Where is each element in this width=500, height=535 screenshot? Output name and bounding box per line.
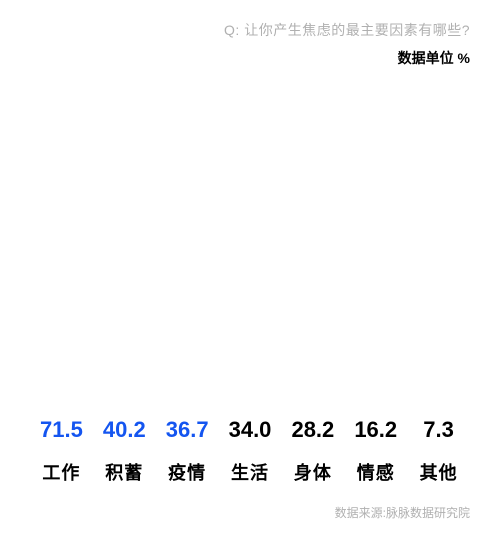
bars-area: 71.540.236.734.028.216.27.3 (30, 25, 470, 447)
bar-value-label: 7.3 (407, 417, 470, 447)
bar-value-label: 34.0 (219, 417, 282, 447)
category-label: 情感 (344, 459, 407, 485)
category-axis: 工作积蓄疫情生活身体情感其他 (30, 459, 470, 485)
category-label: 生活 (219, 459, 282, 485)
anxiety-factors-chart: Q: 让你产生焦虑的最主要因素有哪些? 数据单位 % 71.540.236.73… (0, 0, 500, 535)
category-label: 积蓄 (93, 459, 156, 485)
category-label: 其他 (407, 459, 470, 485)
bar-value-label: 40.2 (93, 417, 156, 447)
category-label: 疫情 (156, 459, 219, 485)
bar-value-label: 71.5 (30, 417, 93, 447)
category-label: 身体 (281, 459, 344, 485)
bar-value-label: 16.2 (344, 417, 407, 447)
chart-source: 数据来源:脉脉数据研究院 (335, 504, 470, 521)
bar-value-label: 28.2 (281, 417, 344, 447)
bar-value-label: 36.7 (156, 417, 219, 447)
category-label: 工作 (30, 459, 93, 485)
